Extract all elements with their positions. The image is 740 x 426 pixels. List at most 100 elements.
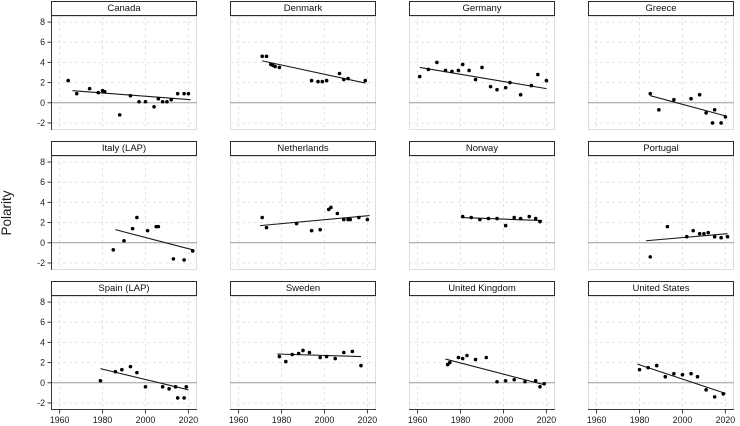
data-point xyxy=(460,214,465,219)
data-point xyxy=(277,65,282,70)
data-point xyxy=(648,91,653,96)
data-point xyxy=(503,85,508,90)
trend-line xyxy=(445,358,545,386)
panel-border xyxy=(409,156,555,270)
data-point xyxy=(160,99,165,104)
data-point xyxy=(165,99,169,104)
data-point xyxy=(145,228,150,233)
data-point xyxy=(529,83,534,88)
data-point xyxy=(503,378,508,383)
data-point xyxy=(697,92,702,97)
y-tick-label: 6 xyxy=(40,317,45,327)
x-tick-label: 2000 xyxy=(673,415,693,425)
data-point xyxy=(160,384,165,389)
data-point xyxy=(542,381,547,386)
x-tick-label: 1980 xyxy=(272,415,292,425)
data-point xyxy=(697,231,702,236)
data-point xyxy=(469,215,474,220)
trend-line xyxy=(462,216,543,222)
data-point xyxy=(704,388,708,392)
data-point xyxy=(66,78,70,83)
data-point xyxy=(359,363,363,368)
y-tick-label: 2 xyxy=(40,78,45,88)
data-point xyxy=(637,367,642,372)
data-point xyxy=(691,228,696,233)
data-point xyxy=(318,355,322,360)
data-point xyxy=(478,217,482,222)
facet-germany: Germany xyxy=(409,1,555,130)
data-point xyxy=(680,372,685,377)
y-tick-label: 4 xyxy=(40,337,45,347)
trend-line xyxy=(419,66,547,90)
data-point xyxy=(294,221,299,226)
data-point xyxy=(190,249,195,253)
x-tick-label: 2000 xyxy=(136,415,156,425)
data-point xyxy=(702,231,706,236)
panel-border xyxy=(588,16,734,130)
data-point xyxy=(301,348,305,353)
data-point xyxy=(518,92,523,97)
data-point xyxy=(665,224,670,229)
data-point xyxy=(350,349,355,354)
data-point xyxy=(503,223,508,228)
data-point xyxy=(120,367,124,372)
data-point xyxy=(533,216,538,221)
facet-title: Spain (LAP) xyxy=(51,281,197,296)
data-point xyxy=(533,378,538,383)
data-point xyxy=(426,67,431,72)
data-point xyxy=(695,374,700,379)
data-point xyxy=(544,78,549,83)
data-point xyxy=(480,65,484,70)
y-tick-label: 0 xyxy=(40,238,45,248)
data-point xyxy=(443,68,448,73)
data-point xyxy=(467,68,471,73)
facet-plot-area: 1960 1980 2000 2020 xyxy=(408,296,556,425)
x-tick-label: 1980 xyxy=(93,415,113,425)
facet-portugal: Portugal xyxy=(588,141,734,270)
y-tick-label: -2 xyxy=(37,258,45,268)
data-point xyxy=(260,215,265,220)
data-point xyxy=(495,216,499,221)
data-point xyxy=(723,115,728,119)
trend-line xyxy=(115,229,193,251)
facet-title: United States xyxy=(588,281,734,296)
data-point xyxy=(447,360,452,365)
facet-title: Portugal xyxy=(588,141,734,156)
data-point xyxy=(175,91,180,96)
data-point xyxy=(98,378,103,383)
facet-united-states: United States 1960 1980 2000 2020 xyxy=(587,281,735,425)
data-point xyxy=(143,99,148,104)
y-tick-label: 4 xyxy=(40,57,45,67)
y-tick-label: 0 xyxy=(40,98,45,108)
panel-border xyxy=(51,156,197,270)
x-tick-label: 1960 xyxy=(408,415,428,425)
facet-denmark: Denmark xyxy=(230,1,376,130)
y-tick-label: 4 xyxy=(40,197,45,207)
facet-title: Italy (LAP) xyxy=(51,141,197,156)
data-point xyxy=(128,93,133,98)
data-point xyxy=(710,121,715,125)
data-point xyxy=(309,228,314,233)
panel-border xyxy=(588,156,734,270)
data-point xyxy=(348,217,353,222)
data-point xyxy=(672,371,676,376)
data-point xyxy=(333,356,338,361)
data-point xyxy=(363,78,368,83)
data-point xyxy=(450,69,454,74)
facet-title: Sweden xyxy=(230,281,376,296)
y-axis-title: Polarity xyxy=(0,190,14,236)
data-point xyxy=(74,91,79,96)
facet-plot-area xyxy=(588,16,734,130)
y-tick-label: -2 xyxy=(37,118,45,128)
data-point xyxy=(357,215,361,220)
data-point xyxy=(296,351,301,356)
data-point xyxy=(508,80,512,85)
facet-plot-area: 8 6 4 2 0 -2 xyxy=(37,156,197,270)
data-point xyxy=(260,54,265,59)
trend-line xyxy=(260,214,370,227)
data-point xyxy=(646,365,650,370)
data-point xyxy=(721,392,726,396)
data-point xyxy=(135,370,139,375)
panel-border xyxy=(230,296,376,410)
